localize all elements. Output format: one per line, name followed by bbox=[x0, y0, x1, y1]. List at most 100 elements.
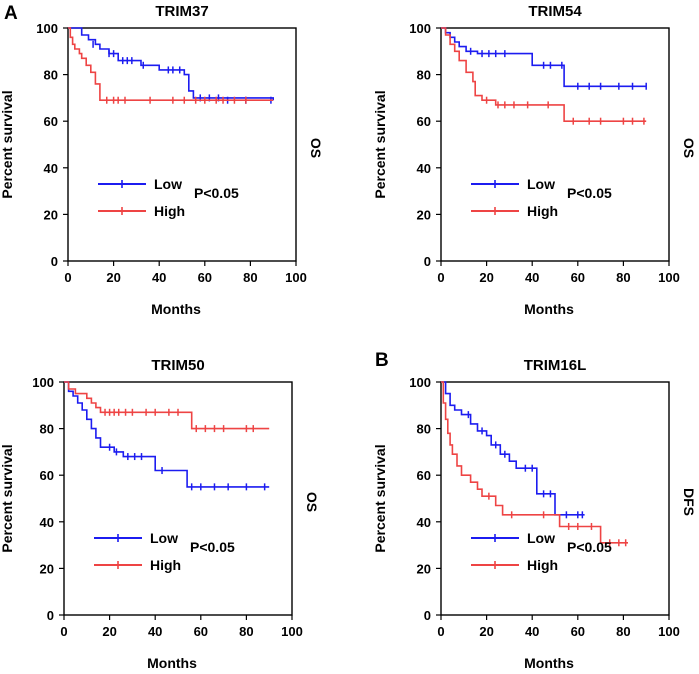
x-axis-label: Months bbox=[151, 301, 201, 317]
y-tick-label: 100 bbox=[36, 21, 58, 36]
x-tick-label: 40 bbox=[525, 270, 539, 285]
x-axis-label: Months bbox=[524, 655, 574, 671]
x-tick-label: 80 bbox=[239, 624, 253, 639]
survival-curve bbox=[441, 27, 647, 122]
p-value-annotation: P<0.05 bbox=[567, 539, 612, 555]
x-tick-label: 80 bbox=[616, 270, 630, 285]
y-tick-label: 20 bbox=[417, 561, 431, 576]
series-high bbox=[64, 381, 270, 433]
series-high bbox=[441, 27, 647, 125]
y-tick-label: 80 bbox=[44, 68, 58, 83]
x-tick-label: 60 bbox=[198, 270, 212, 285]
chart-trim50: TRIM50 0 20 40 60 80 100 0 20 40 60 80 100 Months Perc… bbox=[0, 357, 320, 671]
y-tick-label: 20 bbox=[417, 207, 431, 222]
chart-title: TRIM37 bbox=[155, 3, 208, 20]
plot-frame bbox=[440, 27, 670, 262]
x-tick-label: 100 bbox=[285, 270, 307, 285]
x-axis-label: Months bbox=[524, 301, 574, 317]
y-tick-label: 40 bbox=[40, 515, 54, 530]
chart-trim16l: TRIM16L 0 20 40 60 80 100 0 20 40 60 80 100 Months Per… bbox=[372, 357, 697, 671]
y-tick-label: 0 bbox=[424, 254, 431, 269]
legend-label: High bbox=[527, 557, 558, 573]
x-tick-label: 60 bbox=[571, 270, 585, 285]
series-low bbox=[68, 27, 274, 104]
survival-curve bbox=[68, 27, 274, 101]
survival-curve bbox=[441, 27, 647, 88]
endpoint-label: DFS bbox=[681, 488, 697, 516]
x-tick-label: 60 bbox=[194, 624, 208, 639]
chart-trim54: TRIM54 0 20 40 60 80 100 0 20 40 60 80 100 Months Perc… bbox=[372, 3, 697, 317]
y-tick-label: 20 bbox=[44, 207, 58, 222]
y-tick-label: 100 bbox=[409, 21, 431, 36]
y-tick-label: 80 bbox=[417, 68, 431, 83]
x-tick-label: 40 bbox=[148, 624, 162, 639]
x-tick-label: 60 bbox=[571, 624, 585, 639]
y-tick-label: 40 bbox=[417, 161, 431, 176]
p-value-annotation: P<0.05 bbox=[190, 539, 235, 555]
y-tick-label: 60 bbox=[44, 114, 58, 129]
survival-curve bbox=[64, 381, 270, 488]
x-tick-label: 80 bbox=[616, 624, 630, 639]
y-axis-label: Percent survival bbox=[0, 90, 15, 198]
legend-label: Low bbox=[154, 176, 182, 192]
chart-title: TRIM50 bbox=[151, 357, 204, 374]
legend-label: High bbox=[150, 557, 181, 573]
x-tick-label: 80 bbox=[243, 270, 257, 285]
endpoint-label: OS bbox=[308, 138, 324, 158]
y-tick-label: 0 bbox=[51, 254, 58, 269]
y-axis-label: Percent survival bbox=[372, 90, 388, 198]
x-tick-label: 100 bbox=[281, 624, 303, 639]
x-tick-label: 0 bbox=[437, 270, 444, 285]
x-tick-label: 0 bbox=[437, 624, 444, 639]
legend-label: Low bbox=[527, 176, 555, 192]
legend-label: Low bbox=[150, 530, 178, 546]
survival-curve bbox=[441, 381, 585, 516]
y-tick-label: 80 bbox=[40, 422, 54, 437]
series-high bbox=[441, 381, 628, 547]
y-tick-label: 0 bbox=[424, 608, 431, 623]
y-tick-label: 80 bbox=[417, 422, 431, 437]
x-tick-label: 20 bbox=[479, 624, 493, 639]
legend-label: Low bbox=[527, 530, 555, 546]
survival-curve bbox=[441, 381, 628, 544]
y-axis-label: Percent survival bbox=[0, 444, 15, 552]
y-tick-label: 40 bbox=[44, 161, 58, 176]
y-tick-label: 20 bbox=[40, 561, 54, 576]
p-value-annotation: P<0.05 bbox=[194, 185, 239, 201]
y-tick-label: 60 bbox=[417, 114, 431, 129]
plot-frame bbox=[67, 27, 297, 262]
y-tick-label: 60 bbox=[417, 468, 431, 483]
series-low bbox=[441, 27, 647, 90]
panel-letter-b: B bbox=[375, 350, 389, 371]
x-tick-label: 0 bbox=[64, 270, 71, 285]
survival-curve bbox=[64, 381, 270, 430]
series-low bbox=[441, 381, 585, 519]
x-tick-label: 40 bbox=[525, 624, 539, 639]
y-tick-label: 0 bbox=[47, 608, 54, 623]
plot-frame bbox=[63, 381, 293, 616]
x-tick-label: 40 bbox=[152, 270, 166, 285]
plot-frame bbox=[440, 381, 670, 616]
x-axis-label: Months bbox=[147, 655, 197, 671]
series-high bbox=[68, 27, 274, 104]
p-value-annotation: P<0.05 bbox=[567, 185, 612, 201]
y-tick-label: 100 bbox=[409, 375, 431, 390]
x-tick-label: 100 bbox=[658, 270, 680, 285]
chart-title: TRIM16L bbox=[524, 357, 587, 374]
survival-curve bbox=[68, 27, 274, 101]
chart-trim37: TRIM37 0 20 40 60 80 100 0 20 40 60 80 100 Months Perc… bbox=[0, 3, 324, 317]
x-tick-label: 20 bbox=[479, 270, 493, 285]
legend-label: High bbox=[154, 203, 185, 219]
y-tick-label: 40 bbox=[417, 515, 431, 530]
x-tick-label: 20 bbox=[106, 270, 120, 285]
chart-title: TRIM54 bbox=[528, 3, 582, 20]
x-tick-label: 100 bbox=[658, 624, 680, 639]
endpoint-label: OS bbox=[304, 492, 320, 512]
legend-label: High bbox=[527, 203, 558, 219]
y-tick-label: 60 bbox=[40, 468, 54, 483]
x-tick-label: 20 bbox=[102, 624, 116, 639]
y-tick-label: 100 bbox=[32, 375, 54, 390]
panel-letter-a: A bbox=[4, 3, 18, 24]
series-low bbox=[64, 381, 270, 491]
